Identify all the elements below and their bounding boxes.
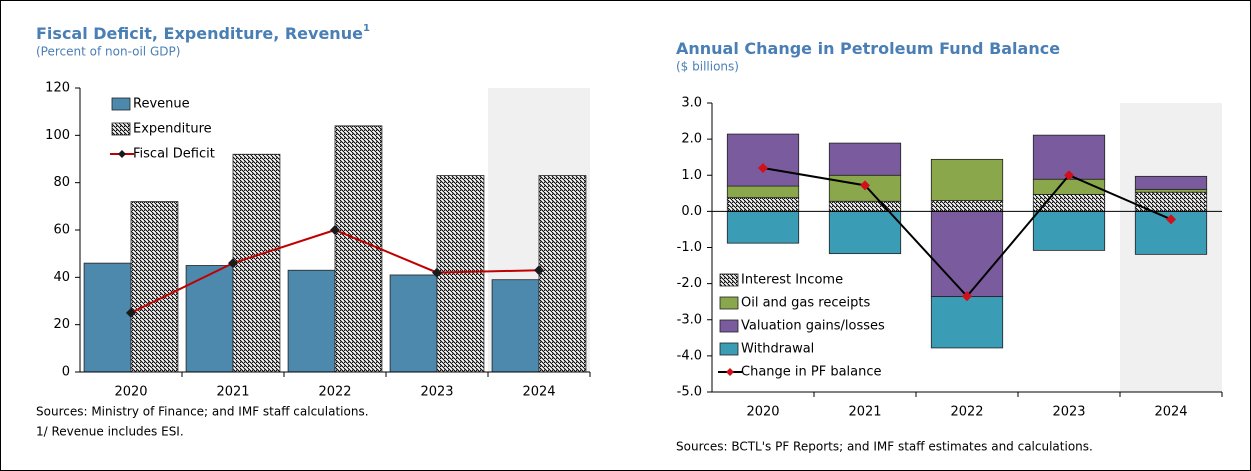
chart-title: Annual Change in Petroleum Fund Balance: [676, 39, 1060, 58]
y-tick-label: 2.0: [681, 132, 702, 147]
line-marker: [962, 291, 972, 302]
y-tick-label: 20: [53, 317, 70, 332]
x-tick-label: 2023: [1052, 405, 1085, 420]
legend-label: Valuation gains/losses: [741, 319, 885, 334]
bar: [828, 210, 902, 255]
bar: [930, 210, 1004, 298]
chart-subtitle: ($ billions): [676, 60, 739, 74]
bar: [828, 142, 902, 176]
bar: [930, 200, 1004, 212]
y-tick-label: 80: [53, 175, 70, 190]
source-note: Sources: Ministry of Finance; and IMF st…: [36, 405, 369, 419]
y-tick-label: 0: [62, 365, 70, 380]
line-marker: [228, 258, 238, 269]
y-tick-label: -1.0: [677, 240, 702, 255]
x-tick-label: 2021: [216, 385, 249, 400]
y-tick-label: 0.0: [681, 204, 702, 219]
y-tick-label: 120: [45, 81, 70, 96]
x-tick-label: 2020: [114, 385, 147, 400]
legend-swatch: [719, 273, 739, 287]
legend-swatch: [719, 342, 739, 356]
y-tick-label: 100: [45, 128, 70, 143]
y-tick-label: -2.0: [677, 276, 702, 291]
x-tick-label: 2023: [420, 385, 453, 400]
y-tick-label: 60: [53, 223, 70, 238]
bar: [726, 210, 800, 244]
legend-label: Withdrawal: [741, 342, 814, 357]
line-marker: [1166, 214, 1176, 225]
source-note: 1/ Revenue includes ESI.: [36, 425, 184, 439]
y-tick-label: -4.0: [677, 348, 702, 363]
legend-swatch: [719, 296, 739, 310]
x-tick-label: 2021: [848, 405, 881, 420]
bar: [1134, 175, 1208, 190]
y-tick-label: 3.0: [681, 96, 702, 111]
y-tick-label: 40: [53, 270, 70, 285]
x-tick-label: 2024: [522, 385, 555, 400]
line-marker: [758, 163, 768, 174]
legend-swatch: [719, 319, 739, 333]
chart-subtitle: (Percent of non-oil GDP): [36, 45, 180, 59]
legend-label: Revenue: [133, 97, 190, 112]
bar: [930, 296, 1004, 349]
legend-label: Expenditure: [133, 122, 212, 137]
legend-marker: [726, 368, 734, 376]
x-tick-label: 2022: [950, 405, 983, 420]
x-tick-label: 2022: [318, 385, 351, 400]
legend-label: Change in PF balance: [741, 365, 882, 380]
bar: [287, 269, 336, 373]
y-tick-label: -3.0: [677, 312, 702, 327]
legend-label: Interest Income: [741, 273, 843, 288]
bar: [828, 200, 902, 212]
y-tick-label: -5.0: [677, 385, 702, 400]
x-tick-label: 2020: [746, 405, 779, 420]
title-text: Fiscal Deficit, Expenditure, Revenue: [36, 24, 363, 43]
bar: [1134, 188, 1208, 193]
line-marker: [126, 307, 136, 318]
bar: [726, 133, 800, 187]
legend-swatch: [111, 97, 131, 111]
source-note: Sources: BCTL's PF Reports; and IMF staf…: [676, 440, 1093, 454]
legend-marker: [118, 150, 126, 158]
line-marker: [432, 267, 442, 278]
title-superscript: 1: [363, 23, 370, 34]
x-tick-label: 2024: [1154, 405, 1187, 420]
legend-label: Fiscal Deficit: [133, 147, 215, 162]
bar: [389, 274, 438, 373]
chart-title: Fiscal Deficit, Expenditure, Revenue1: [36, 23, 370, 43]
title-text: Annual Change in Petroleum Fund Balance: [676, 39, 1060, 58]
bar: [1032, 193, 1106, 212]
bar: [491, 279, 540, 373]
bar: [930, 158, 1004, 201]
line-marker: [1064, 170, 1074, 181]
line-marker: [330, 225, 340, 235]
bar: [83, 262, 132, 373]
bar: [130, 201, 179, 373]
bar: [436, 175, 485, 373]
y-tick-label: 1.0: [681, 168, 702, 183]
bar: [1032, 210, 1106, 251]
bar: [538, 175, 587, 373]
line-marker: [534, 265, 544, 276]
line-marker: [860, 180, 870, 191]
bar: [334, 125, 383, 373]
bar: [726, 197, 800, 212]
bar: [232, 153, 281, 373]
legend-swatch: [111, 122, 131, 136]
bar: [726, 185, 800, 199]
legend-label: Oil and gas receipts: [741, 296, 870, 311]
